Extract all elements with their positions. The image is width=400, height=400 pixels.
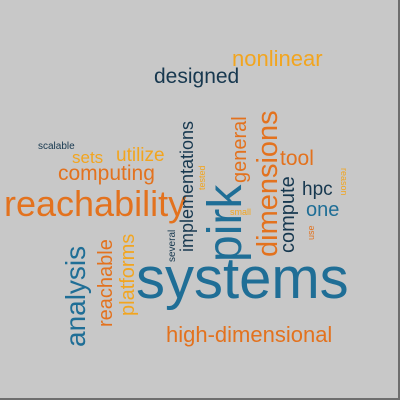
word-nonlinear: nonlinear	[232, 46, 323, 71]
word-pirk: pirk	[199, 184, 252, 262]
word-analysis: analysis	[60, 245, 91, 347]
word-utilize: utilize	[116, 145, 165, 166]
word-designed: designed	[154, 65, 240, 88]
word-hpc: hpc	[302, 179, 333, 200]
word-tested: tested	[197, 165, 207, 190]
word-small: small	[230, 207, 252, 217]
word-scalable: scalable	[38, 141, 75, 152]
word-reachability: reachability	[4, 183, 187, 224]
word-systems: systems	[136, 246, 349, 311]
word-high-dimensional: high-dimensional	[166, 322, 333, 347]
word-computing: computing	[58, 162, 155, 185]
word-one: one	[306, 199, 340, 221]
word-tool: tool	[280, 147, 314, 170]
word-implementations: implementations	[177, 120, 197, 252]
word-reachable: reachable	[95, 239, 117, 327]
word-reason: reason	[339, 168, 349, 196]
word-sets: sets	[72, 148, 104, 167]
word-compute: compute	[277, 176, 299, 253]
word-use: use	[306, 225, 316, 240]
word-platforms: platforms	[117, 233, 139, 316]
word-general: general	[229, 116, 251, 183]
word-several: several	[167, 229, 178, 262]
